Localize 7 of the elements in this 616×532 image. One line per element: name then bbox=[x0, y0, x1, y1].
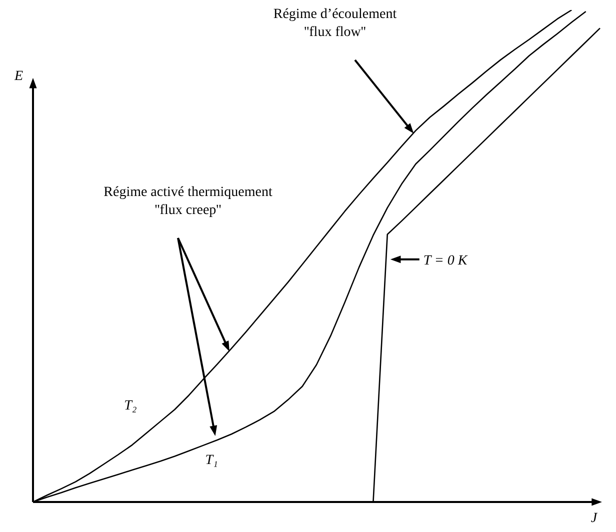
series-label: T₂ bbox=[124, 398, 137, 414]
annotation: Régime d’écoulement ''flux flow'' bbox=[273, 7, 397, 40]
x-axis-title: J bbox=[590, 511, 598, 526]
annotation: Régime activé thermiquement ''flux creep'' bbox=[104, 185, 272, 218]
series-label: T₁ bbox=[205, 453, 218, 468]
legend-label: T = 0 K bbox=[423, 253, 468, 268]
y-axis-title: E bbox=[13, 68, 24, 84]
